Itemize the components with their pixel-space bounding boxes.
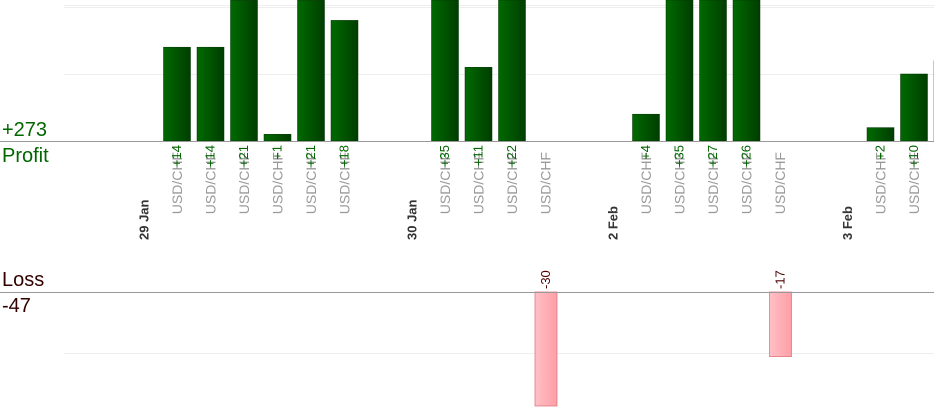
profit-value-label: +1: [270, 145, 285, 160]
loss-total: -47: [2, 295, 31, 317]
pair-label: USD/CHF: [303, 152, 319, 214]
profit-value-label: +10: [906, 145, 921, 167]
profit-value-label: +22: [504, 145, 519, 167]
profit-bar: [464, 67, 493, 142]
profit-value-label: +2: [873, 145, 888, 160]
pair-label: USD/CHF: [705, 152, 721, 214]
pair-label: USD/CHF: [471, 152, 487, 214]
profit-bar: [632, 113, 660, 142]
profit-bar: [196, 46, 225, 142]
loss-label: Loss: [2, 269, 45, 291]
pair-label: USD/CHF: [873, 152, 889, 214]
loss-bar: [769, 291, 792, 357]
pair-label: USD/CHF: [504, 152, 520, 214]
loss-bar: [534, 291, 558, 407]
pair-label: USD/CHF: [270, 152, 286, 214]
profit-bar: [732, 0, 761, 142]
profit-value-label: +35: [672, 145, 687, 167]
profit-bar: [699, 0, 727, 142]
profit-bar: [431, 0, 459, 142]
profit-value-label: +35: [437, 145, 452, 167]
date-label: 29 Jan: [137, 199, 152, 240]
loss-value-label: -17: [773, 270, 788, 289]
pair-label: USD/CHF: [236, 152, 252, 214]
pair-label: USD/CHF: [906, 152, 922, 214]
profit-bar: [297, 0, 325, 142]
profit-bar: [230, 0, 258, 142]
profit-bar: [163, 46, 191, 142]
profit-value-label: +26: [739, 145, 754, 167]
profit-value-label: +14: [203, 145, 218, 167]
profit-bar: [866, 127, 895, 142]
profit-label: Profit: [2, 145, 49, 167]
pair-label: USD/CHF: [203, 152, 219, 214]
profit-bar: [330, 20, 359, 142]
profit-bar: [900, 73, 928, 142]
profit-value-label: +21: [303, 145, 318, 167]
date-label: 2 Feb: [606, 206, 621, 240]
profit-bar: [665, 0, 694, 142]
pair-label: USD/CHF: [739, 152, 755, 214]
pair-label: USD/CHF: [337, 152, 353, 214]
pair-label: USD/CHF: [672, 152, 688, 214]
profit-value-label: +4: [638, 145, 653, 160]
profit-value-label: +11: [471, 145, 486, 166]
profit-value-label: +14: [169, 145, 184, 167]
profit-bar: [263, 134, 292, 142]
pair-label: USD/CHF: [638, 152, 654, 214]
profit-value-label: +18: [337, 145, 352, 167]
pair-label: USD/CHF: [437, 152, 453, 214]
profit-value-label: +21: [236, 145, 251, 167]
pair-label: USD/CHF: [772, 152, 788, 214]
profit-bar: [498, 0, 526, 142]
loss-value-label: -30: [538, 270, 553, 289]
profit-total: +273: [2, 119, 48, 141]
date-label: 3 Feb: [840, 206, 855, 240]
profit-value-label: +27: [705, 145, 720, 167]
pair-label: USD/CHF: [169, 152, 185, 214]
date-label: 30 Jan: [405, 199, 420, 240]
pair-label: USD/CHF: [538, 152, 554, 214]
